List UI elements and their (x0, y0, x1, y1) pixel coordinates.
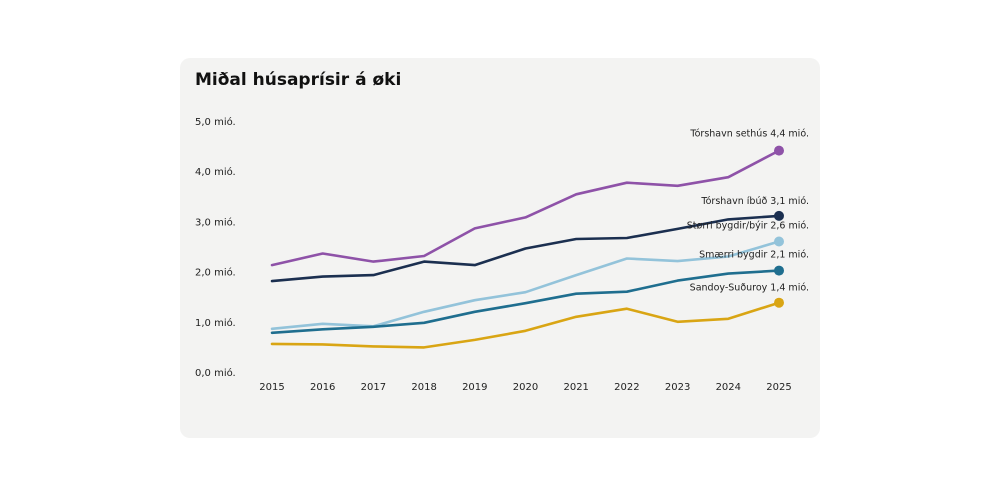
x-tick-label: 2018 (411, 382, 436, 393)
series-line (270, 214, 781, 283)
series-end-label: Smærri bygdir 2,1 mió. (699, 250, 809, 261)
x-tick-label: 2021 (563, 382, 588, 393)
y-tick-label: 2,0 mió. (195, 267, 236, 279)
x-tick-label: 2022 (614, 382, 639, 393)
y-tick-label: 4,0 mió. (195, 166, 236, 178)
series-line (270, 269, 781, 335)
x-tick-label: 2017 (361, 382, 386, 393)
series-end-marker (774, 210, 784, 221)
line-chart: 0,0 mió. 1,0 mió. 2,0 mió. 3,0 mió. 4,0 mió.… (195, 116, 809, 393)
series-line (270, 240, 781, 331)
y-tick-label: 3,0 mió. (195, 216, 236, 228)
series-end-label: Størri bygdir/býir 2,6 mió. (687, 220, 809, 231)
x-tick-label: 2023 (665, 382, 690, 393)
chart-card: Miðal húsaprísir á øki 0,0 mió. 1,0 mió. 2… (180, 58, 820, 438)
series-end-marker (774, 297, 784, 308)
series-end-marker (774, 265, 784, 276)
x-tick-label: 2020 (513, 382, 538, 393)
x-tick-label: 2015 (259, 382, 284, 393)
series-end-label: Tórshavn sethús 4,4 mió. (689, 129, 809, 140)
series-end-label: Sandoy-Suðuroy 1,4 mió. (690, 283, 809, 294)
x-tick-label: 2024 (716, 382, 741, 393)
series-line (270, 149, 781, 267)
series-end-marker (774, 145, 784, 156)
x-tick-label: 2016 (310, 382, 335, 393)
series-end-label: Tórshavn íbúð 3,1 mió. (700, 196, 809, 207)
series-line (270, 301, 781, 349)
x-tick-label: 2025 (766, 382, 791, 393)
chart-title: Miðal húsaprísir á øki (195, 70, 402, 90)
y-tick-label: 5,0 mió. (195, 116, 236, 128)
y-tick-label: 0,0 mió. (195, 367, 236, 379)
y-tick-label: 1,0 mió. (195, 317, 236, 329)
x-tick-label: 2019 (462, 382, 487, 393)
series-end-marker (774, 236, 784, 247)
